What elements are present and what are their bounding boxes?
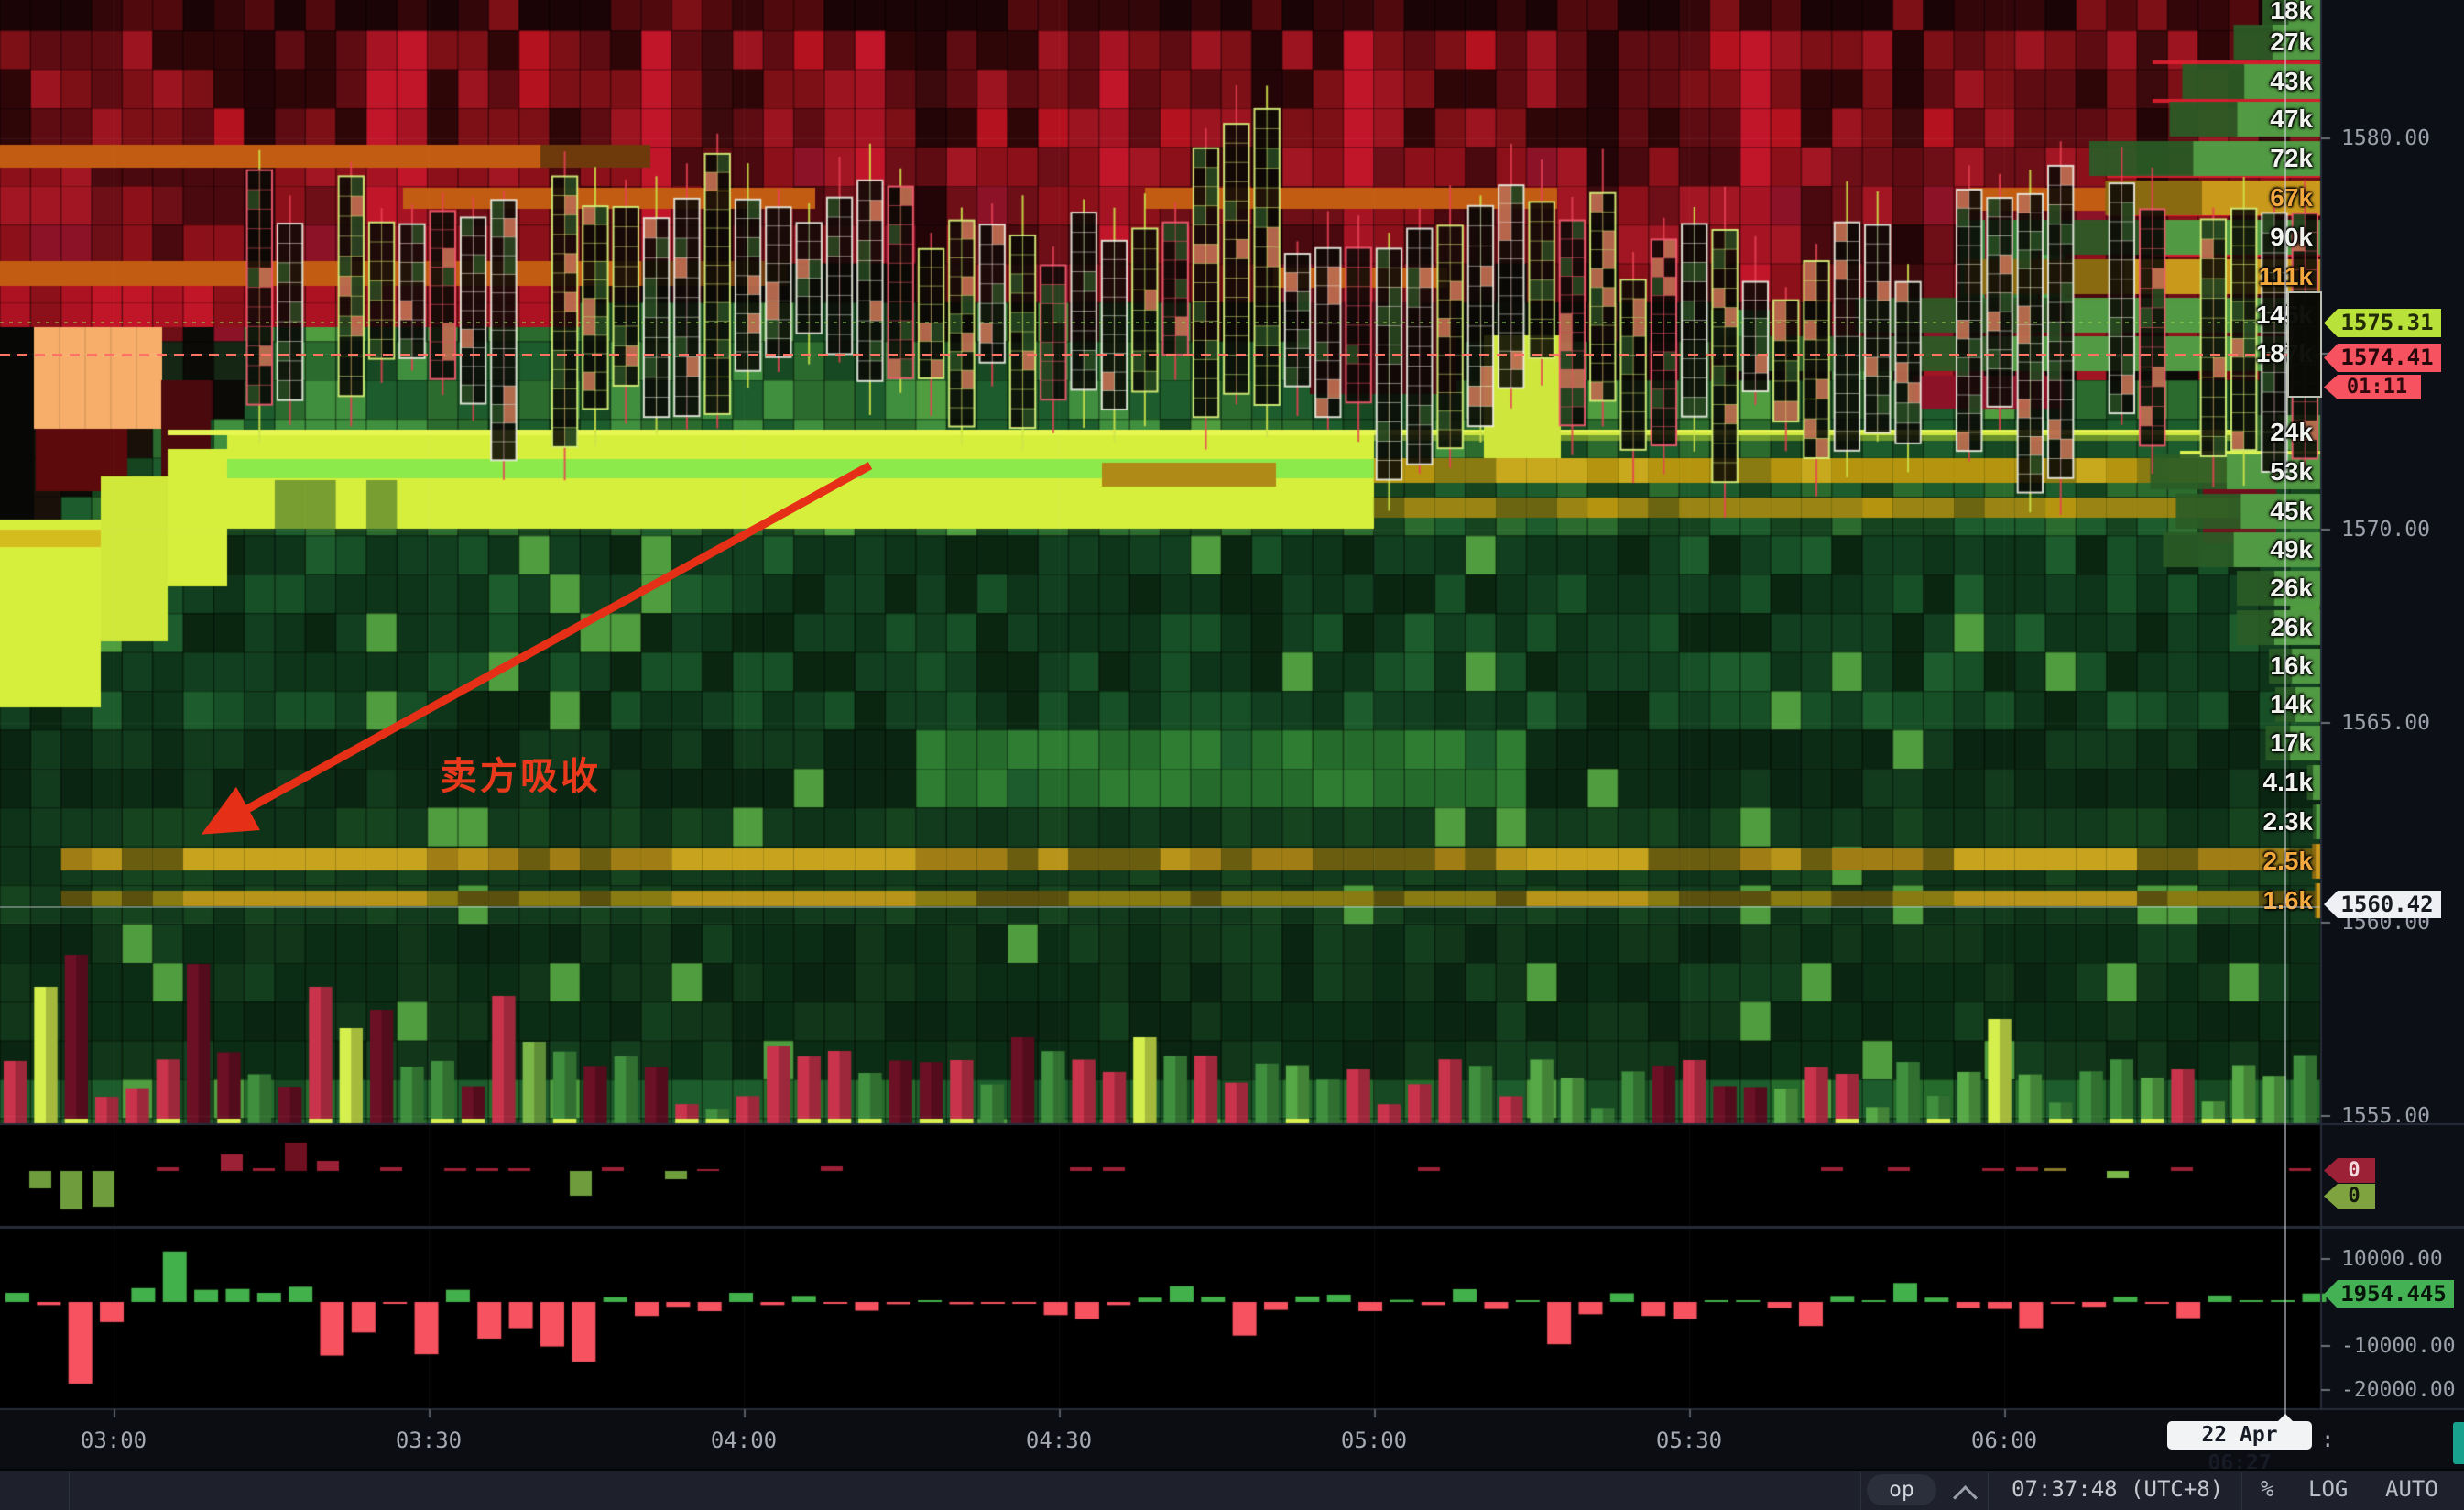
volume-profile-label: 14k — [2270, 690, 2313, 718]
clock-label: 07:37:48 (UTC+8) — [2012, 1476, 2224, 1502]
time-label: 05:30 — [1655, 1428, 1723, 1453]
crosshair-vertical-line — [2284, 0, 2286, 1418]
price-axis-label: 10000.00 — [2341, 1247, 2443, 1271]
volume-profile-label: 49k — [2270, 535, 2313, 564]
volume-profile-label: 1.6k — [2262, 886, 2314, 914]
status-divider — [2241, 1472, 2242, 1510]
status-divider — [69, 1472, 70, 1510]
time-label: 03:00 — [80, 1428, 147, 1453]
price-badge-bid: 1575.31 — [2324, 309, 2441, 337]
time-label: 04:00 — [710, 1428, 778, 1453]
volume-profile-label: 18k — [2270, 0, 2313, 25]
auto-scale-button[interactable]: AUTO — [2385, 1476, 2438, 1502]
volume-profile-label: 24k — [2270, 418, 2313, 446]
corner-widget[interactable] — [2453, 1422, 2464, 1464]
volume-profile-label: 47k — [2270, 104, 2313, 133]
percent-scale-button[interactable]: % — [2261, 1476, 2274, 1502]
crosshair-time-pointer — [2277, 1414, 2294, 1422]
crosshair-time-badge: 22 Apr 06:27 — [2167, 1421, 2312, 1475]
price-badge-delta-last: 1954.445 — [2324, 1280, 2454, 1308]
volume-profile-label: 26k — [2270, 574, 2313, 602]
volume-profile-label: 72k — [2270, 144, 2313, 172]
time-label: 03:30 — [395, 1428, 463, 1453]
time-label: 04:30 — [1025, 1428, 1093, 1453]
volume-profile-label: 45k — [2270, 497, 2313, 525]
interval-button[interactable]: op — [1867, 1474, 1936, 1505]
current-price-dashed-line — [0, 354, 2320, 356]
crosshair-horizontal-line — [0, 906, 2320, 908]
status-bar — [0, 1469, 2464, 1510]
time-label: 05:00 — [1340, 1428, 1408, 1453]
partial-time-label: : — [2321, 1427, 2335, 1452]
price-badge-crosshair: 1560.42 — [2324, 891, 2441, 918]
volume-profile-label: 27k — [2270, 27, 2313, 56]
volume-profile-label: 2.5k — [2262, 847, 2314, 875]
annotation-seller-absorption: 卖方吸收 — [440, 754, 601, 798]
price-axis-label: -20000.00 — [2341, 1378, 2456, 1402]
price-axis-label: -10000.00 — [2341, 1334, 2456, 1358]
price-axis-label: 1565.00 — [2341, 711, 2430, 735]
time-label: 06:00 — [1970, 1428, 2038, 1453]
price-badge-countdown: 01:11 — [2324, 375, 2421, 399]
price-axis-label: 1580.00 — [2341, 126, 2430, 150]
volume-profile-label: 17k — [2270, 728, 2313, 757]
status-divider — [1860, 1472, 1861, 1510]
status-divider — [1988, 1472, 1989, 1510]
price-badge-last: 1574.41 — [2324, 344, 2441, 372]
price-axis-label: 1555.00 — [2341, 1104, 2430, 1128]
volume-profile-label: 90k — [2270, 223, 2313, 251]
volume-profile-label: 26k — [2270, 613, 2313, 641]
price-axis-label: 1570.00 — [2341, 518, 2430, 542]
volume-profile-label: 16k — [2270, 651, 2313, 680]
volume-profile-label: 53k — [2270, 457, 2313, 486]
volume-profile-label: 4.1k — [2262, 768, 2314, 796]
near-axis-candle-box — [2287, 291, 2322, 398]
bid-level-dotted-line — [0, 322, 2320, 323]
volume-profile-label: 2.3k — [2262, 807, 2314, 836]
log-scale-button[interactable]: LOG — [2308, 1476, 2349, 1502]
volume-profile-label: 43k — [2270, 67, 2313, 95]
volume-profile-label: 67k — [2270, 183, 2313, 212]
